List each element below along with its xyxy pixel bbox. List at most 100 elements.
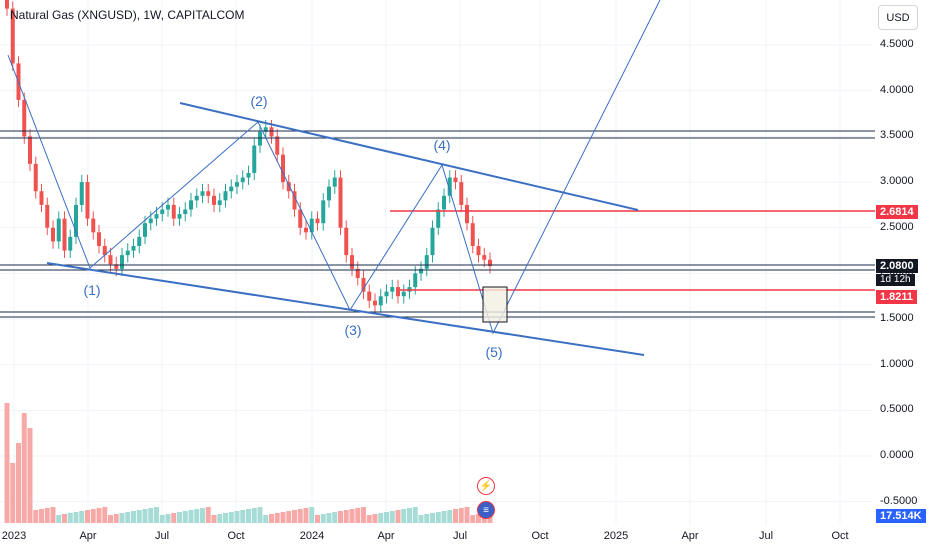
volume-bar <box>136 510 142 523</box>
volume-bar <box>257 507 263 523</box>
candle-body <box>10 8 15 64</box>
volume-bar <box>33 510 39 523</box>
volume-bar <box>476 514 481 523</box>
volume-bar <box>470 515 476 523</box>
candle-body <box>28 136 32 164</box>
candle-body <box>212 195 216 205</box>
candle-body <box>430 227 435 256</box>
candle-body <box>419 268 423 274</box>
volume-bars <box>4 403 493 523</box>
volume-bar <box>424 514 430 523</box>
candle-body <box>143 223 147 237</box>
candle-body <box>482 255 487 260</box>
wave-label-4: (4) <box>433 137 451 153</box>
price-tick-label: 0.5000 <box>880 403 914 416</box>
channel-upper-line[interactable] <box>179 102 639 211</box>
candle-body <box>476 246 481 256</box>
price-tick-label: 3.5000 <box>880 129 914 142</box>
price-tick-label: 4.0000 <box>880 83 914 96</box>
volume-bar <box>372 514 378 523</box>
volume-bar <box>332 512 338 523</box>
candle-body <box>396 287 400 297</box>
candle-body <box>148 218 153 224</box>
volume-bar <box>108 515 113 523</box>
volume-bar <box>102 507 108 523</box>
candle-body <box>114 264 119 269</box>
volume-bar <box>315 515 320 523</box>
candle-body <box>235 182 239 187</box>
volume-bar <box>188 510 194 523</box>
candle-body <box>51 227 55 242</box>
candle-body <box>442 195 446 210</box>
candle-body <box>424 255 429 269</box>
candle-body <box>68 236 73 251</box>
candle-body <box>229 186 234 192</box>
candle-body <box>361 277 366 292</box>
volume-bar <box>21 413 27 523</box>
volume-bar <box>56 515 62 523</box>
volume-bar <box>205 507 211 523</box>
candle-body <box>453 177 458 183</box>
candle-body <box>281 154 285 183</box>
target-box[interactable] <box>482 286 508 323</box>
volume-bar <box>16 443 21 523</box>
volume-bar <box>286 511 292 523</box>
candle-body <box>102 246 107 256</box>
volume-bar <box>85 510 90 523</box>
candle-body <box>384 291 389 297</box>
candle-body <box>304 227 308 233</box>
candle-body <box>470 223 475 247</box>
volume-bar <box>194 509 200 523</box>
time-tick-label: 2023 <box>1 530 27 542</box>
volume-bar <box>10 463 16 523</box>
volume-bar <box>73 512 79 523</box>
time-tick-label: Apr <box>681 530 699 542</box>
candle-body <box>413 273 418 288</box>
volume-bar <box>453 509 458 523</box>
channel-lower-line[interactable] <box>46 262 645 356</box>
time-tick-label: 2025 <box>603 530 629 542</box>
candle-body <box>171 204 176 219</box>
volume-bar <box>142 509 148 523</box>
candle-body <box>269 127 274 137</box>
volume-bar <box>274 513 280 523</box>
us-flag-icon[interactable]: ≡ <box>477 501 495 519</box>
volume-bar <box>407 508 412 523</box>
candle-body <box>223 191 228 201</box>
volume-bar <box>182 511 188 523</box>
volume-bar <box>389 511 395 523</box>
currency-button[interactable]: USD <box>878 5 918 30</box>
volume-badge: 17.514K <box>876 509 926 523</box>
volume-bar <box>39 509 44 523</box>
volume-bar <box>165 514 171 523</box>
volume-bar <box>384 512 389 523</box>
volume-bar <box>223 513 228 523</box>
candle-body <box>39 191 44 205</box>
candle-body <box>125 250 130 256</box>
volume-bar <box>395 510 401 523</box>
volume-bar <box>90 509 96 523</box>
candle-body <box>45 204 50 228</box>
volume-bar <box>251 508 257 523</box>
elliott-wave-path[interactable] <box>7 0 661 335</box>
candle-body <box>286 182 291 192</box>
candle-body <box>79 182 84 205</box>
volume-bar <box>200 508 205 523</box>
volume-bar <box>435 512 441 523</box>
candle-body <box>298 209 303 228</box>
volume-bar <box>430 513 435 523</box>
candle-body <box>189 200 193 210</box>
candle-body <box>321 200 326 224</box>
time-tick-label: Oct <box>831 530 849 542</box>
lightning-icon[interactable]: ⚡ <box>477 477 495 495</box>
candles <box>5 0 492 313</box>
candle-body <box>292 191 297 210</box>
volume-bar <box>67 513 73 523</box>
candle-body <box>240 177 245 183</box>
volume-bar <box>4 403 10 523</box>
candle-body <box>74 204 78 237</box>
wave-label-1: (1) <box>83 282 101 298</box>
candle-body <box>206 191 211 196</box>
volume-bar <box>27 428 33 523</box>
